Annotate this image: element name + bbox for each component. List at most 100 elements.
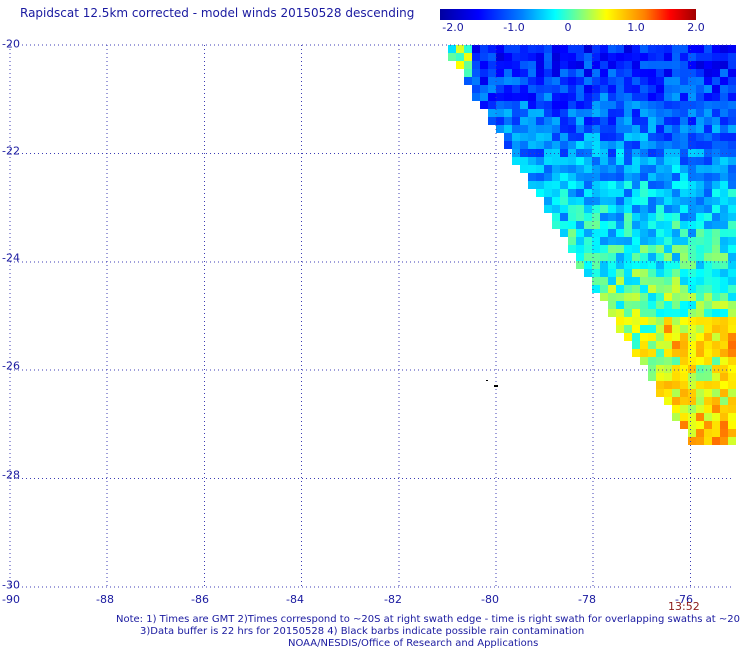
swath-cell	[672, 45, 680, 53]
swath-cell	[608, 277, 616, 285]
swath-cell	[584, 253, 592, 261]
swath-cell	[640, 285, 648, 293]
swath-cell	[632, 205, 640, 213]
swath-cell	[624, 237, 632, 245]
swath-cell	[512, 93, 520, 101]
swath-cell	[696, 165, 704, 173]
swath-cell	[600, 149, 608, 157]
swath-cell	[576, 229, 584, 237]
swath-cell	[696, 45, 704, 53]
swath-cell	[704, 77, 712, 85]
swath-cell	[680, 301, 688, 309]
swath-cell	[720, 381, 728, 389]
swath-cell	[712, 349, 720, 357]
swath-cell	[560, 125, 568, 133]
swath-cell	[728, 141, 736, 149]
swath-cell	[656, 277, 664, 285]
swath-cell	[720, 101, 728, 109]
swath-cell	[576, 45, 584, 53]
swath-cell	[472, 69, 480, 77]
swath-cell	[504, 45, 512, 53]
swath-cell	[696, 77, 704, 85]
swath-cell	[688, 157, 696, 165]
swath-cell	[640, 237, 648, 245]
swath-cell	[592, 165, 600, 173]
swath-cell	[576, 61, 584, 69]
swath-cell	[648, 301, 656, 309]
swath-cell	[680, 109, 688, 117]
swath-cell	[728, 413, 736, 421]
swath-cell	[528, 133, 536, 141]
swath-cell	[648, 365, 656, 373]
swath-cell	[528, 125, 536, 133]
swath-cell	[664, 141, 672, 149]
swath-cell	[680, 381, 688, 389]
swath-cell	[664, 325, 672, 333]
swath-cell	[688, 261, 696, 269]
swath-cell	[472, 53, 480, 61]
swath-cell	[488, 85, 496, 93]
swath-cell	[632, 77, 640, 85]
swath-cell	[664, 397, 672, 405]
swath-cell	[640, 229, 648, 237]
swath-cell	[616, 253, 624, 261]
swath-cell	[728, 205, 736, 213]
swath-cell	[728, 237, 736, 245]
swath-cell	[560, 77, 568, 85]
swath-cell	[520, 109, 528, 117]
swath-cell	[656, 325, 664, 333]
swath-cell	[544, 197, 552, 205]
swath-cell	[712, 221, 720, 229]
swath-cell	[560, 133, 568, 141]
swath-cell	[728, 93, 736, 101]
swath-cell	[512, 45, 520, 53]
swath-cell	[696, 421, 704, 429]
swath-cell	[680, 397, 688, 405]
swath-cell	[624, 253, 632, 261]
swath-cell	[672, 373, 680, 381]
swath-cell	[728, 261, 736, 269]
swath-cell	[624, 293, 632, 301]
swath-cell	[656, 357, 664, 365]
swath-cell	[648, 325, 656, 333]
swath-cell	[584, 141, 592, 149]
swath-cell	[576, 101, 584, 109]
colorbar-tick: -1.0	[503, 21, 525, 34]
swath-cell	[664, 309, 672, 317]
swath-cell	[704, 69, 712, 77]
swath-cell	[640, 157, 648, 165]
swath-cell	[720, 85, 728, 93]
swath-cell	[584, 101, 592, 109]
swath-cell	[704, 245, 712, 253]
swath-cell	[728, 197, 736, 205]
lon-label: -84	[286, 593, 304, 606]
lon-label: -78	[578, 593, 596, 606]
swath-cell	[576, 165, 584, 173]
swath-cell	[688, 101, 696, 109]
swath-cell	[624, 85, 632, 93]
swath-cell	[560, 53, 568, 61]
swath-cell	[640, 189, 648, 197]
swath-cell	[600, 53, 608, 61]
swath-cell	[520, 53, 528, 61]
swath-cell	[600, 197, 608, 205]
swath-cell	[728, 181, 736, 189]
swath-cell	[664, 237, 672, 245]
swath-cell	[640, 261, 648, 269]
swath-cell	[552, 213, 560, 221]
lat-label: -28	[2, 468, 20, 482]
swath-cell	[632, 101, 640, 109]
swath-cell	[552, 61, 560, 69]
swath-cell	[704, 45, 712, 53]
swath-cell	[712, 397, 720, 405]
colorbar-tick: -2.0	[442, 21, 464, 34]
swath-cell	[632, 173, 640, 181]
swath-cell	[648, 293, 656, 301]
swath-cell	[728, 389, 736, 397]
swath-cell	[608, 61, 616, 69]
swath-cell	[664, 253, 672, 261]
swath-cell	[712, 325, 720, 333]
swath-cell	[512, 69, 520, 77]
swath-cell	[568, 237, 576, 245]
swath-cell	[568, 85, 576, 93]
